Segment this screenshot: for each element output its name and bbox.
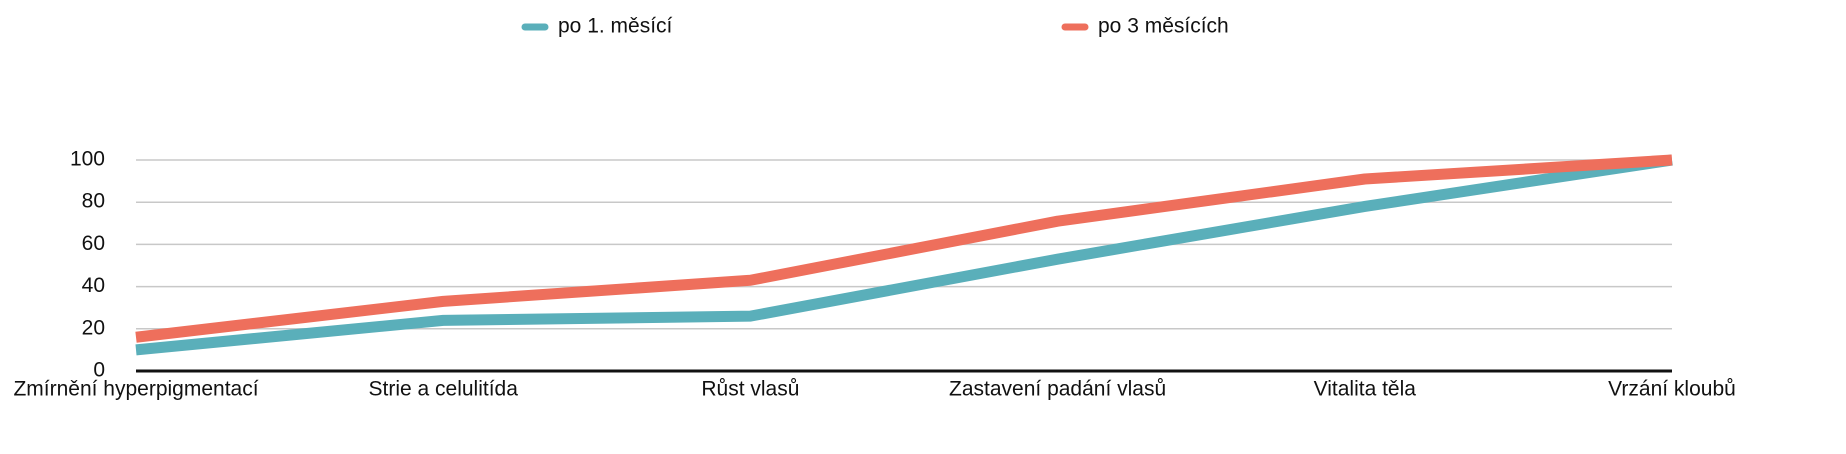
x-tick-label: Vrzání kloubů [1608,378,1736,401]
y-tick-label: 100 [70,148,105,171]
x-tick-label: Zmírnění hyperpigmentací [13,378,258,401]
x-tick-label: Vitalita těla [1314,378,1417,401]
y-tick-label: 40 [82,274,105,297]
y-tick-label: 60 [82,232,105,255]
x-tick-label: Růst vlasů [701,378,799,401]
series-line [135,154,1673,356]
y-tick-label: 20 [82,316,105,339]
legend-label: po 3 měsících [1098,15,1229,38]
y-tick-label: 0 [93,359,105,382]
x-tick-label: Strie a celulitída [368,378,518,401]
y-tick-label: 80 [82,190,105,213]
series-line [135,154,1673,343]
x-tick-label: Zastavení padání vlasů [949,378,1166,401]
legend-label: po 1. měsící [558,15,673,38]
